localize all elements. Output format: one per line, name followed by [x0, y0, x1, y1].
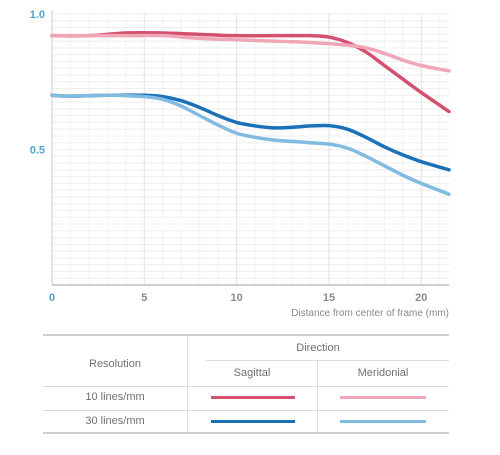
legend-row-10-label: 10 lines/mm [85, 391, 145, 403]
legend-swatch-sagittal-10 [211, 396, 295, 399]
legend-swatch-sagittal-30 [211, 420, 295, 423]
series-line-m10 [50, 33, 451, 73]
legend-divider-horizontal [205, 360, 449, 361]
chart-axes [51, 10, 449, 286]
x-tick-label: 20 [415, 292, 427, 304]
chart-series [50, 30, 451, 196]
series-line-s10 [50, 30, 451, 114]
legend-swatch-meridional-30 [340, 420, 426, 423]
series-line-m30 [50, 93, 451, 196]
y-tick-label: 1.0 [30, 9, 45, 21]
legend-row-30-label: 30 lines/mm [85, 415, 145, 427]
x-tick-label: 5 [141, 292, 147, 304]
legend-resolution-header: Resolution [89, 358, 141, 370]
legend-sagittal-header: Sagittal [233, 367, 271, 379]
x-tick-label: 15 [323, 292, 335, 304]
legend-swatch-meridional-10 [340, 396, 426, 399]
legend-direction-header: Direction [296, 342, 340, 354]
legend-divider-horizontal-2 [43, 386, 449, 387]
mtf-chart: 0 5 10 15 20 0.5 1.0 Distance from center of f… [30, 9, 451, 319]
chart-grid [52, 13, 449, 285]
x-tick-label: 0 [49, 292, 55, 304]
legend-divider-vertical [187, 336, 188, 432]
x-tick-label: 10 [231, 292, 243, 304]
series-line-s30 [50, 93, 451, 172]
chart-ticks: 0 5 10 15 20 0.5 1.0 [30, 9, 428, 304]
y-tick-label: 0.5 [30, 145, 45, 157]
legend-divider-horizontal-3 [43, 410, 449, 411]
legend-meridional-header: Meridonial [357, 367, 409, 379]
legend-divider-vertical-2 [317, 360, 318, 432]
legend-table: Direction Resolution Sagittal Meridonial… [43, 334, 449, 434]
x-axis-label: Distance from center of frame (mm) [291, 308, 449, 319]
